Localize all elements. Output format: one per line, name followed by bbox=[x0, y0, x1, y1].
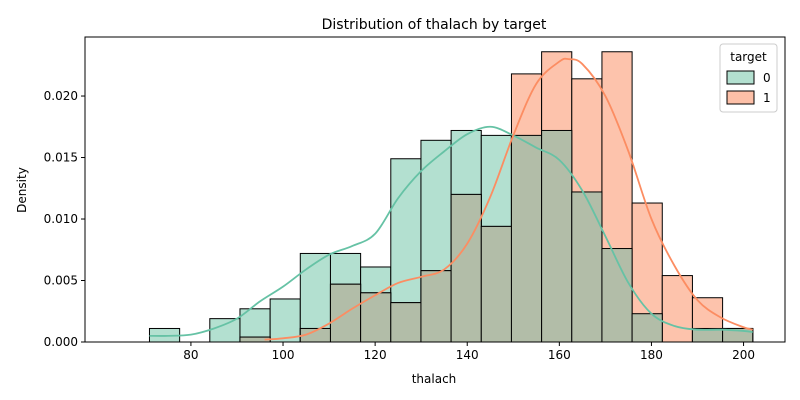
kde-line-target-0 bbox=[149, 125, 753, 337]
plot-frame bbox=[84, 36, 786, 343]
bar-overlap-bin-10 bbox=[450, 193, 482, 343]
x-tick-label-200: 200 bbox=[732, 348, 755, 362]
x-axis: 80 100 120 140 160 180 200 bbox=[183, 342, 755, 362]
legend-label-0: 0 bbox=[763, 71, 771, 85]
legend-label-1: 1 bbox=[763, 91, 771, 105]
x-tick-label-180: 180 bbox=[640, 348, 663, 362]
bar-overlap-bin-12 bbox=[510, 134, 543, 343]
y-tick-label-1: 0.005 bbox=[44, 274, 78, 288]
x-axis-label: thalach bbox=[412, 372, 457, 386]
bar-overlap-bin-11 bbox=[480, 225, 512, 343]
bar-target-0-bin-3 bbox=[239, 308, 271, 343]
x-tick-label-120: 120 bbox=[364, 348, 387, 362]
bar-target-1-bin-17 bbox=[661, 275, 693, 343]
y-tick-label-3: 0.015 bbox=[44, 151, 78, 165]
x-tick-label-80: 80 bbox=[183, 348, 198, 362]
y-tick-label-4: 0.020 bbox=[44, 89, 78, 103]
y-axis: 0.000 0.005 0.010 0.015 0.020 bbox=[44, 89, 85, 349]
x-tick-label-140: 140 bbox=[456, 348, 479, 362]
x-tick-label-100: 100 bbox=[272, 348, 295, 362]
bar-target-0-bin-4 bbox=[269, 298, 301, 343]
legend-title: target bbox=[730, 50, 767, 64]
chart-title: Distribution of thalach by target bbox=[322, 17, 547, 33]
x-tick-label-160: 160 bbox=[548, 348, 571, 362]
y-tick-label-0: 0.000 bbox=[44, 335, 78, 349]
legend-swatch-1 bbox=[726, 90, 755, 105]
bars-layer bbox=[148, 51, 754, 343]
bar-target-0-bin-2 bbox=[209, 318, 241, 343]
y-tick-label-2: 0.010 bbox=[44, 212, 78, 226]
bar-overlap-bin-8 bbox=[390, 302, 422, 343]
bar-overlap-bin-14 bbox=[571, 191, 603, 343]
bar-overlap-bin-9 bbox=[420, 270, 452, 343]
y-axis-label: Density bbox=[15, 167, 29, 213]
legend-swatch-0 bbox=[726, 70, 755, 85]
bar-target-0-bin-5 bbox=[299, 252, 331, 343]
kde-layer bbox=[149, 57, 753, 341]
bar-overlap-bin-13 bbox=[541, 129, 573, 343]
kde-line-target-1 bbox=[264, 57, 753, 341]
legend: target 0 1 bbox=[719, 43, 778, 113]
